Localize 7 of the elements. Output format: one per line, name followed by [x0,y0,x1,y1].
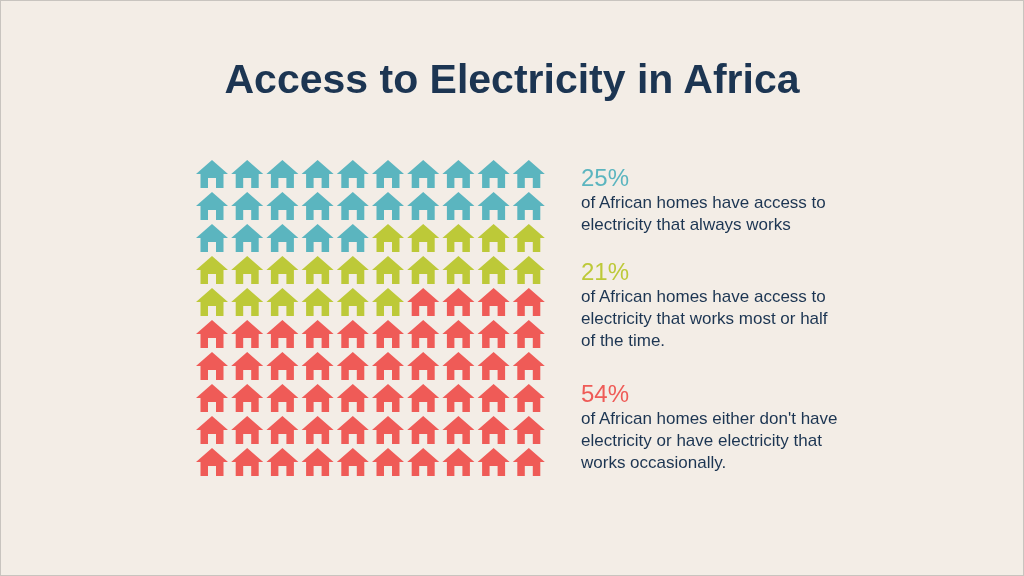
text: Access to Electricity in Africa [224,56,801,102]
data-label: 54% [581,380,630,407]
data-label: 25% [581,164,630,191]
category-label: of African homes have access to electricity that always works [581,193,826,234]
data-label: 21% [581,258,630,285]
category-label: of African homes either don't have electricity or have electricity that works occasionally. [580,409,838,472]
category-label: of African homes have access to electricity that works most or half of the time. [581,287,828,350]
